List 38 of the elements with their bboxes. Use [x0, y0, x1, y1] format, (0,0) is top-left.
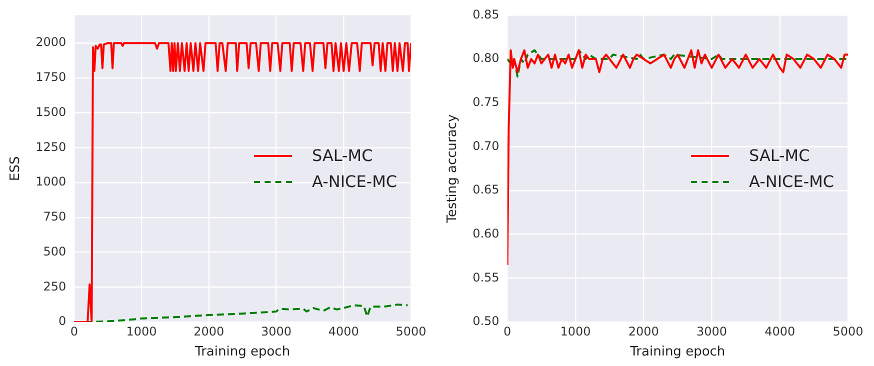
x-tick-label: 1000 [126, 324, 157, 338]
y-tick-label: 1250 [36, 140, 66, 154]
x-tick-label: 4000 [764, 324, 796, 338]
y-tick-label: 0.55 [472, 270, 500, 284]
y-tick-label: 1500 [36, 104, 66, 119]
x-axis-title: Training epoch [629, 344, 726, 360]
y-tick-label: 0 [58, 314, 66, 328]
x-tick-label: 2000 [194, 324, 224, 338]
legend-label: SAL-MC [749, 144, 810, 167]
legend-label: A-NICE-MC [312, 170, 398, 193]
x-tick-label: 0 [504, 324, 512, 338]
legend-label: A-NICE-MC [749, 170, 834, 193]
y-tick-label: 0.60 [472, 226, 500, 240]
x-tick-label: 4000 [328, 324, 359, 338]
x-tick-label: 5000 [832, 324, 864, 338]
y-tick-label: 0.50 [472, 314, 500, 328]
line-series [507, 49, 848, 78]
x-tick-label: 2000 [628, 324, 659, 338]
x-tick-label: 0 [70, 324, 78, 338]
y-tick-label: 0.85 [472, 7, 500, 22]
y-tick-label: 1000 [36, 174, 66, 189]
y-tick-label: 0.70 [472, 138, 500, 153]
y-tick-label: 0.80 [472, 51, 500, 66]
y-tick-label: 2000 [36, 35, 66, 50]
x-tick-label: 5000 [396, 324, 426, 338]
x-tick-label: 3000 [260, 324, 292, 338]
x-tick-label: 1000 [560, 324, 591, 338]
y-tick-label: 0.65 [472, 182, 500, 197]
y-axis-title: ESS [8, 156, 24, 181]
y-tick-label: 750 [43, 210, 66, 224]
y-tick-label: 0.75 [472, 94, 500, 109]
x-tick-label: 3000 [696, 324, 727, 338]
y-tick-label: 500 [43, 244, 66, 258]
y-tick-label: 1750 [36, 70, 66, 84]
x-axis-title: Training epoch [194, 344, 290, 360]
y-tick-label: 250 [43, 279, 66, 294]
legend-label: SAL-MC [312, 144, 373, 167]
y-axis-title: Testing accuracy [445, 114, 460, 224]
